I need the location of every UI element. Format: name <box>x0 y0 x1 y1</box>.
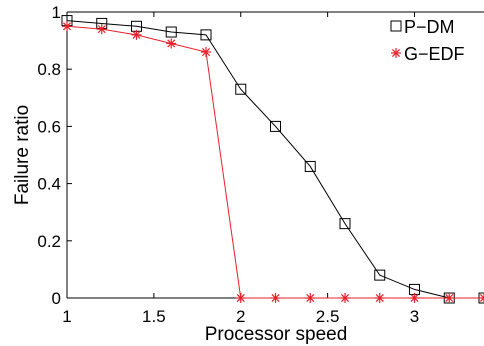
data-point <box>304 160 316 172</box>
axis-ticks: 1 1.5 2 2.5 3 0 0.2 0.4 0.6 0.8 1 <box>37 3 419 326</box>
series-layer <box>61 15 484 304</box>
data-point <box>305 293 316 303</box>
plot-area <box>67 12 484 298</box>
data-point <box>339 218 351 230</box>
x-tick-label: 2 <box>236 307 245 326</box>
data-point <box>131 29 142 40</box>
data-point <box>62 21 72 32</box>
legend-marker <box>391 48 401 58</box>
data-point <box>409 293 420 303</box>
legend-marker <box>390 20 402 32</box>
y-axis-label: Failure ratio <box>12 105 33 205</box>
y-tick-label: 0.4 <box>37 175 61 194</box>
data-point <box>374 293 385 303</box>
x-tick-label: 3 <box>410 307 419 326</box>
data-point <box>270 120 281 132</box>
data-point <box>340 293 350 303</box>
legend: P−DM G−EDF <box>390 17 465 64</box>
data-point <box>96 24 107 35</box>
x-tick-label: 2.5 <box>316 307 340 326</box>
data-point <box>200 29 212 41</box>
data-point <box>201 47 211 58</box>
data-point <box>235 83 247 95</box>
y-tick-label: 0 <box>52 289 61 308</box>
x-tick-label: 1.5 <box>142 307 166 326</box>
legend-label: P−DM <box>404 17 455 37</box>
y-tick-label: 0.6 <box>37 117 61 136</box>
x-tick-label: 1 <box>62 307 71 326</box>
data-point <box>270 293 281 303</box>
data-point <box>166 38 177 49</box>
data-point <box>444 293 455 303</box>
series-line-0 <box>66 20 484 299</box>
x-axis-label: Processor speed <box>205 324 348 345</box>
legend-label: G−EDF <box>404 44 465 64</box>
y-tick-label: 0.8 <box>37 60 61 79</box>
data-point <box>374 269 386 281</box>
data-point <box>165 26 177 38</box>
y-tick-label: 1 <box>52 3 61 22</box>
data-point <box>479 293 484 303</box>
y-tick-label: 0.2 <box>37 232 61 251</box>
data-point <box>235 293 246 303</box>
